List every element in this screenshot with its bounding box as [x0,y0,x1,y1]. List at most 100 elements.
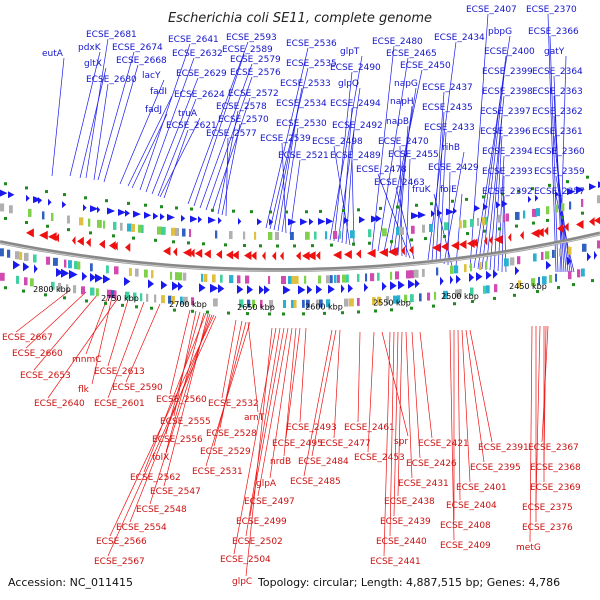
callout-line [311,329,337,457]
feature-block-inner [470,263,473,272]
gene-label: ECSE_2478 [356,165,407,175]
callout-line [461,329,471,483]
gene-label: ECSE_2562 [130,473,181,483]
feature-block-lower [482,217,486,226]
forward-gene-arrow-inner [376,215,382,223]
feature-block-lower [581,198,584,207]
feature-block-inner [292,275,297,284]
reverse-gene-arrow [251,251,257,261]
gene-label: ECSE_2375 [522,503,573,513]
tick-dot [4,182,7,186]
gene-label: ECSE_2613 [94,367,145,377]
tick-dot [4,216,7,220]
reverse-gene-arrow [576,219,584,229]
reverse-gene-arrow [163,246,171,256]
gene-label: arnT [244,413,265,423]
feature-block-outer [386,296,390,305]
feature-block-inner [170,271,173,280]
feature-block-lower [485,216,488,225]
gene-label: nrdB [270,457,291,467]
feature-block-outer [260,299,263,308]
callout-line [299,327,307,423]
forward-gene-arrow-inner [218,217,222,225]
feature-block-lower [305,231,310,240]
callout-line [159,117,201,198]
feature-block-outer [180,296,183,305]
feature-block-inner [346,274,349,283]
tick-dot [432,304,435,308]
callout-line [269,67,309,230]
callout-line [333,145,351,246]
tick-dot [368,241,371,245]
gene-label: ECSE_2394 [482,147,533,157]
feature-block-lower [444,222,449,231]
gene-label: ECSE_2409 [440,541,491,551]
gene-label: ECSE_2533 [280,79,331,89]
feature-block-inner [220,274,223,283]
tick-dot [63,296,66,300]
tick-dot [302,312,305,316]
gene-label: ECSE_2566 [96,537,147,547]
tick-dot [498,227,501,231]
gene-label: ECSE_2601 [94,399,145,409]
tick-dot [67,228,70,232]
callout-line [555,195,575,273]
feature-block-inner [135,268,139,277]
callout-line [439,131,447,264]
callout-line [51,57,65,177]
feature-block-inner [19,251,23,260]
callout-line [393,331,399,517]
forward-gene-arrow [148,279,154,289]
callout-line [395,186,415,260]
feature-block-lower [127,223,132,232]
gene-label: ECSE_2368 [530,463,581,473]
callout-line [399,145,403,257]
gene-label: ECSE_2398 [482,87,533,97]
forward-gene-arrow [348,283,353,293]
forward-gene-arrow [259,285,265,295]
callout-line [501,175,505,273]
feature-block-outer [349,298,354,307]
feature-block-outer [410,294,414,303]
forward-gene-arrow-inner [288,218,297,226]
tick-dot [531,187,534,191]
feature-block-lower [254,231,257,240]
callout-line [345,129,355,245]
feature-block-inner [288,275,292,284]
tick-dot [243,244,246,248]
feature-block-inner [229,275,234,284]
tick-dot [466,232,469,236]
reverse-gene-arrow [204,249,211,259]
tick-dot [89,231,92,235]
feature-block-inner [90,263,93,272]
feature-block-inner [541,251,544,260]
feature-block-lower [161,226,166,235]
forward-gene-arrow-inner [107,207,116,215]
feature-block-inner [15,251,20,260]
forward-gene-arrow-inner [33,196,42,204]
tick-dot [105,199,108,203]
feature-block-lower [131,223,136,232]
tick-dot [112,234,115,238]
gene-label: ECSE_2521 [278,151,329,161]
callout-line [245,327,281,537]
tick-dot [259,244,262,248]
feature-block-lower [463,219,467,228]
gene-label: ECSE_2667 [2,333,53,343]
reverse-gene-arrow [459,240,467,250]
tick-dot [536,289,539,293]
gene-label: ECSE_2529 [200,447,251,457]
tick-dot [172,240,175,244]
tick-dot [330,243,333,247]
callout-line [389,331,395,537]
forward-gene-arrow [13,260,21,270]
gene-label: ECSE_2640 [34,399,85,409]
forward-gene-arrow-inner [567,188,576,196]
gene-label: ECSE_2367 [528,443,579,453]
callout-line [245,327,273,577]
gene-label: ECSE_2437 [422,83,473,93]
tick-dot [415,203,418,207]
feature-block-lower [268,231,273,240]
callout-line [47,297,119,399]
forward-gene-arrow [546,260,552,270]
